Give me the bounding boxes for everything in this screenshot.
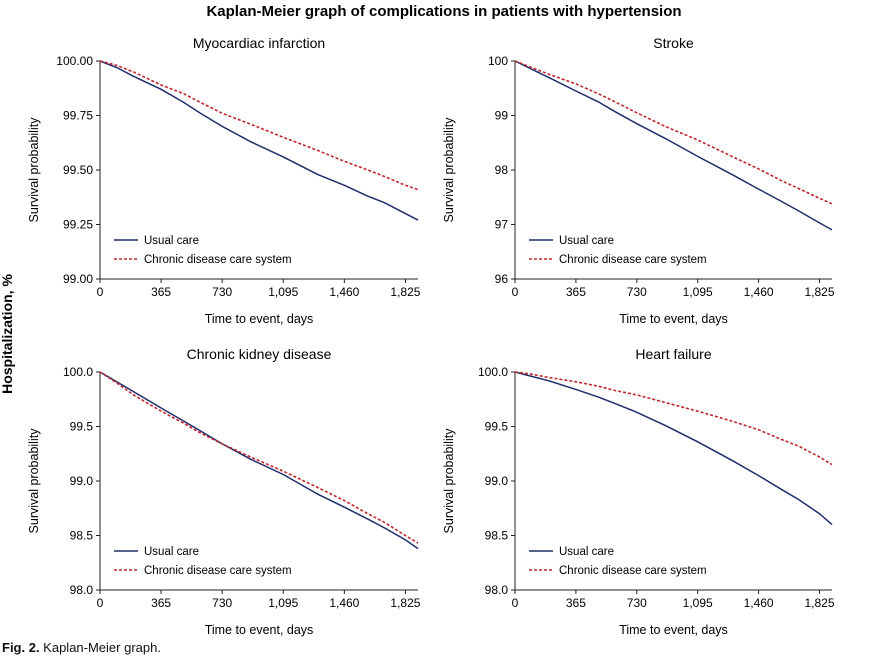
legend-entry: Usual care bbox=[144, 546, 199, 558]
y-axis-label: Survival probability bbox=[442, 428, 456, 534]
x-tick-label: 730 bbox=[627, 285, 647, 299]
y-tick-label: 99 bbox=[495, 109, 509, 123]
x-tick-label: 365 bbox=[151, 285, 171, 299]
panel-title: Heart failure bbox=[635, 346, 711, 362]
chart-panels: Myocardiac infarction99.0099.2599.5099.7… bbox=[27, 35, 835, 637]
x-tick-label: 365 bbox=[566, 596, 586, 610]
y-tick-label: 99.00 bbox=[63, 272, 93, 286]
legend-entry: Chronic disease care system bbox=[144, 254, 292, 266]
y-tick-label: 99.0 bbox=[485, 474, 509, 488]
legend-entry: Usual care bbox=[559, 546, 614, 558]
y-tick-label: 100.00 bbox=[56, 54, 93, 68]
x-tick-label: 1,460 bbox=[744, 596, 774, 610]
series-line-usual-care bbox=[514, 60, 833, 231]
x-tick-label: 1,460 bbox=[744, 285, 774, 299]
x-tick-label: 0 bbox=[97, 596, 104, 610]
x-tick-label: 1,825 bbox=[804, 596, 834, 610]
y-tick-label: 97 bbox=[495, 218, 509, 232]
chart-panel-2: Stroke 96 97 98 99 100 0 365 730 1,095 1,460 1,825 T… bbox=[442, 35, 835, 326]
x-axis-label: Time to event, days bbox=[619, 623, 728, 637]
y-tick-label: 99.0 bbox=[70, 474, 94, 488]
x-tick-label: 365 bbox=[566, 285, 586, 299]
y-tick-label: 100.0 bbox=[478, 365, 508, 379]
x-tick-label: 730 bbox=[212, 596, 232, 610]
x-tick-label: 730 bbox=[627, 596, 647, 610]
legend-entry: Usual care bbox=[559, 235, 614, 247]
y-axis-label: Survival probability bbox=[27, 428, 41, 534]
legend-entry: Chronic disease care system bbox=[559, 254, 707, 266]
y-tick-label: 98.5 bbox=[485, 529, 509, 543]
x-axis-label: Time to event, days bbox=[205, 623, 314, 637]
figure-caption: Fig. 2. Kaplan-Meier graph. bbox=[2, 640, 161, 655]
x-tick-label: 0 bbox=[512, 596, 519, 610]
legend-entry: Chronic disease care system bbox=[144, 565, 292, 577]
figure-title: Kaplan-Meier graph of complications in p… bbox=[206, 3, 681, 20]
x-tick-label: 0 bbox=[512, 285, 519, 299]
chart-panel-4: Heart failure 98.0 98.5 99.0 99.5 100.0 0 365 73… bbox=[442, 346, 835, 637]
y-super-label: Hospitalization, % bbox=[0, 274, 15, 394]
x-axis-label: Time to event, days bbox=[619, 312, 728, 326]
y-tick-label: 98.0 bbox=[485, 583, 509, 597]
x-tick-label: 1,095 bbox=[683, 596, 713, 610]
legend-entry: Usual care bbox=[144, 235, 199, 247]
y-tick-label: 98 bbox=[495, 163, 509, 177]
chart-panel-3: Chronic kidney disease 98.0 98.5 99.0 99.5 10… bbox=[27, 346, 421, 637]
x-tick-label: 1,460 bbox=[329, 285, 359, 299]
x-tick-label: 0 bbox=[97, 285, 104, 299]
series-line-chronic-disease-care-system bbox=[514, 371, 833, 466]
series-line-chronic-disease-care-system bbox=[514, 60, 833, 205]
y-tick-label: 99.5 bbox=[485, 420, 509, 434]
panel-title: Myocardiac infarction bbox=[193, 35, 325, 51]
series-line-usual-care bbox=[99, 371, 419, 550]
panel-title: Stroke bbox=[653, 35, 694, 51]
y-tick-label: 100.0 bbox=[63, 365, 93, 379]
series-line-chronic-disease-care-system bbox=[99, 371, 419, 544]
y-axis-label: Survival probability bbox=[27, 117, 41, 223]
legend-entry: Chronic disease care system bbox=[559, 565, 707, 577]
y-tick-label: 99.25 bbox=[63, 218, 93, 232]
x-tick-label: 1,460 bbox=[329, 596, 359, 610]
series-line-usual-care bbox=[514, 371, 833, 526]
x-tick-label: 365 bbox=[151, 596, 171, 610]
chart-panel-1: Myocardiac infarction 99.00 99.25 99.50 99.7… bbox=[27, 35, 421, 326]
x-tick-label: 1,825 bbox=[390, 596, 420, 610]
y-tick-label: 99.5 bbox=[70, 420, 94, 434]
y-axis-label: Survival probability bbox=[442, 117, 456, 223]
y-tick-label: 100 bbox=[488, 54, 508, 68]
caption-text: Kaplan-Meier graph. bbox=[39, 640, 161, 655]
y-tick-label: 98.0 bbox=[70, 583, 94, 597]
panel-title: Chronic kidney disease bbox=[187, 346, 332, 362]
caption-label: Fig. 2. bbox=[2, 640, 40, 655]
x-tick-label: 1,825 bbox=[390, 285, 420, 299]
y-tick-label: 99.75 bbox=[63, 109, 93, 123]
y-tick-label: 98.5 bbox=[70, 529, 94, 543]
series-line-usual-care bbox=[99, 60, 419, 221]
x-tick-label: 1,095 bbox=[268, 285, 298, 299]
x-tick-label: 1,095 bbox=[268, 596, 298, 610]
x-tick-label: 1,095 bbox=[683, 285, 713, 299]
y-tick-label: 96 bbox=[495, 272, 509, 286]
x-tick-label: 730 bbox=[212, 285, 232, 299]
series-line-chronic-disease-care-system bbox=[99, 60, 419, 191]
x-tick-label: 1,825 bbox=[804, 285, 834, 299]
y-tick-label: 99.50 bbox=[63, 163, 93, 177]
x-axis-label: Time to event, days bbox=[205, 312, 314, 326]
